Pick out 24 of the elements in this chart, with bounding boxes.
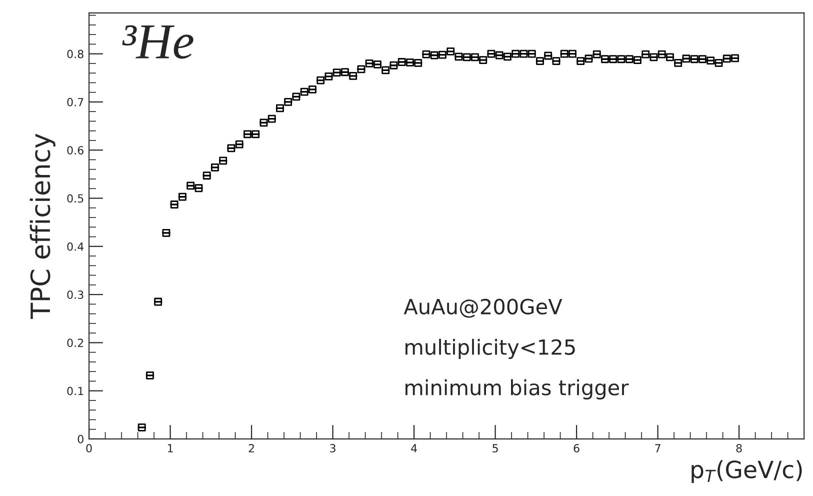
y-tick-label: 0 <box>78 434 84 444</box>
x-tick-label: 6 <box>574 444 580 452</box>
annotation: ³He <box>122 25 194 59</box>
x-tick-label: 1 <box>168 444 173 452</box>
x-tick-label: 4 <box>411 444 417 452</box>
y-tick-label: 0.4 <box>67 242 84 251</box>
annotation: minimum bias trigger <box>406 379 629 400</box>
y-tick-label: 0.8 <box>67 50 84 58</box>
x-tick-label: 5 <box>492 444 498 452</box>
x-tick-label: 7 <box>655 444 660 452</box>
x-tick-label: 3 <box>330 444 336 452</box>
x-tick-label: 8 <box>736 444 742 452</box>
annotation: multiplicity<125 <box>406 338 575 359</box>
x-tick-label: 0 <box>86 444 92 452</box>
annotation: AuAu@200GeV <box>404 298 562 318</box>
x-tick-label: 2 <box>248 444 254 452</box>
y-axis-title: TPC efficiency <box>30 134 56 319</box>
y-tick-label: 0.2 <box>67 338 84 348</box>
y-tick-label: 0.6 <box>67 146 84 154</box>
y-tick-label: 0.5 <box>67 194 84 203</box>
x-axis-title: p$_{T}$(GeV/c) <box>692 460 802 483</box>
y-tick-label: 0.1 <box>67 386 84 396</box>
y-tick-label: 0.7 <box>67 98 84 106</box>
y-tick-label: 0.3 <box>67 290 84 299</box>
